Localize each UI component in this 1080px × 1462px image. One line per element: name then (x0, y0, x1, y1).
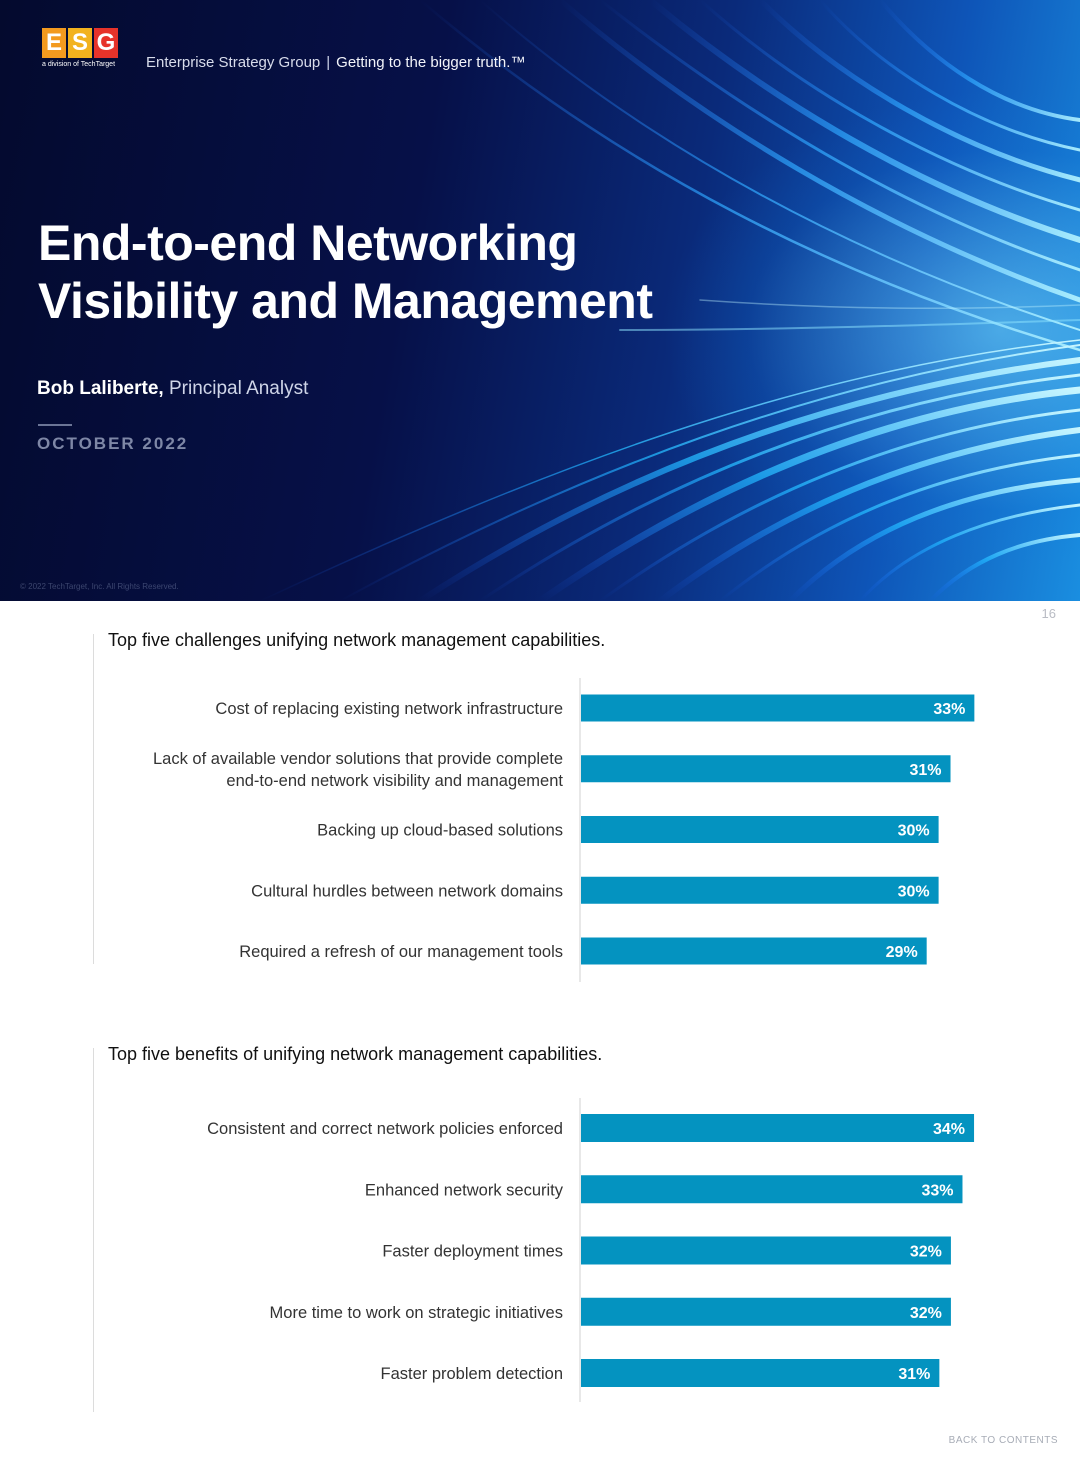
category-label-line: end-to-end network visibility and manage… (226, 772, 563, 790)
category-label: Consistent and correct network policies … (207, 1120, 563, 1138)
benefits-bar-chart: 34% Consistent and correct network polici… (207, 1098, 975, 1402)
category-label: Backing up cloud-based solutions (317, 822, 563, 840)
category-label: Lack of available vendor solutions that … (153, 750, 563, 790)
category-label-line: Backing up cloud-based solutions (317, 822, 563, 840)
esg-logo: E S G a division of TechTarget (42, 28, 122, 86)
logo-letter-g: G (94, 28, 118, 58)
category-label: Faster deployment times (382, 1243, 563, 1261)
logo-letter-s: S (68, 28, 92, 58)
author-role: Principal Analyst (168, 378, 309, 399)
category-label: More time to work on strategic initiativ… (270, 1304, 563, 1322)
bar-3 (581, 816, 939, 843)
category-label: Required a refresh of our management too… (239, 943, 563, 961)
bar-value-label: 31% (898, 1366, 930, 1383)
category-label: Faster problem detection (380, 1365, 563, 1383)
category-label: Cost of replacing existing network infra… (215, 700, 563, 718)
bar-3 (581, 1236, 951, 1265)
benefits-chart-title: Top five benefits of unifying network ma… (108, 1044, 603, 1064)
report-title-line-2: Visibility and Management (38, 273, 653, 329)
bar-value-label: 34% (933, 1121, 965, 1138)
report-cover: E S G a division of TechTarget Enterpris… (0, 0, 1080, 601)
category-label-line: Cultural hurdles between network domains (251, 882, 563, 900)
back-to-contents-link[interactable]: BACK TO CONTENTS (948, 1435, 1058, 1446)
bar-4 (581, 876, 939, 904)
report-title-line-1: End-to-end Networking (38, 215, 578, 271)
bar-value-label: 30% (898, 883, 930, 900)
challenges-chart: Top five challenges unifying network man… (0, 620, 1080, 990)
copyright-notice: © 2022 TechTarget, Inc. All Rights Reser… (20, 582, 179, 591)
bar-1 (581, 694, 975, 722)
bar-5 (581, 937, 927, 965)
bar-value-label: 33% (933, 701, 965, 718)
bar-value-label: 33% (921, 1182, 953, 1199)
bar-value-label: 32% (910, 1244, 942, 1261)
category-label-line: Consistent and correct network policies … (207, 1120, 563, 1138)
bar-value-label: 32% (910, 1305, 942, 1322)
category-label: Enhanced network security (365, 1181, 564, 1199)
bar-2 (581, 1175, 963, 1204)
bar-value-label: 30% (898, 823, 930, 840)
category-label: Cultural hurdles between network domains (251, 882, 563, 900)
category-label-line: Faster problem detection (380, 1365, 563, 1383)
bar-1 (581, 1114, 975, 1142)
chart-left-rule (93, 1048, 94, 1412)
brand-slogan: Getting to the bigger truth.™ (336, 54, 526, 71)
page-number: 16 (1041, 606, 1056, 621)
category-label-line: Faster deployment times (382, 1243, 563, 1261)
logo-letter-e: E (42, 28, 66, 58)
challenges-chart-title: Top five challenges unifying network man… (108, 630, 606, 650)
bar-2 (581, 755, 951, 783)
category-label-line: Lack of available vendor solutions that … (153, 750, 563, 768)
light-streaks-background (259, 0, 1080, 601)
category-label-line: More time to work on strategic initiativ… (270, 1304, 563, 1322)
benefits-chart: Top five benefits of unifying network ma… (0, 1034, 1080, 1414)
bar-5 (581, 1359, 940, 1387)
category-label-line: Required a refresh of our management too… (239, 943, 563, 961)
report-title: End-to-end Networking Visibility and Man… (38, 214, 738, 330)
category-label-line: Cost of replacing existing network infra… (215, 700, 563, 718)
bar-value-label: 29% (886, 944, 918, 961)
logo-subtitle: a division of TechTarget (42, 61, 116, 68)
brand-tagline: Enterprise Strategy Group | Getting to the… (146, 54, 525, 71)
date-divider (38, 424, 72, 426)
author-line: Bob Laliberte, Principal Analyst (37, 378, 308, 400)
esg-logo-tiles: E S G (42, 28, 122, 58)
category-label-line: Enhanced network security (365, 1181, 564, 1199)
bar-value-label: 31% (909, 762, 941, 779)
tagline-separator: | (326, 54, 331, 71)
challenges-bar-chart: 33% Cost of replacing existing network in… (153, 678, 975, 982)
report-date: OCTOBER 2022 (37, 434, 189, 453)
author-name: Bob Laliberte, (37, 378, 164, 399)
bar-4 (581, 1297, 951, 1326)
brand-name: Enterprise Strategy Group (146, 54, 321, 71)
chart-left-rule (93, 634, 94, 964)
